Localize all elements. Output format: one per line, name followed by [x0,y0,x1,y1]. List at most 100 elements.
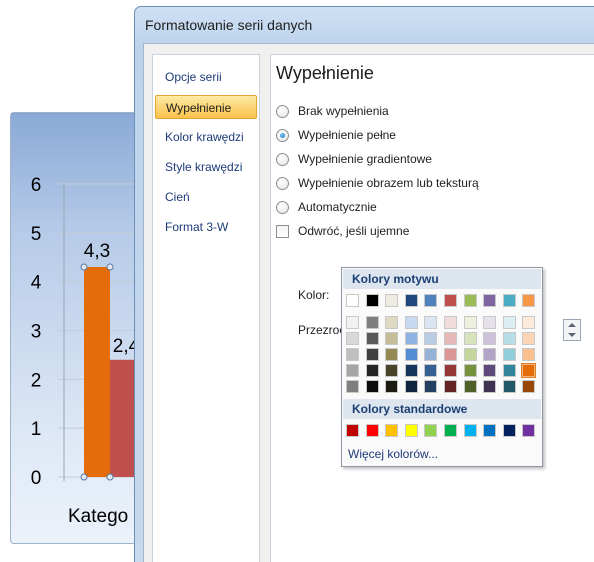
standard-color-swatch[interactable] [522,424,536,437]
theme-color-swatch[interactable] [522,294,536,307]
radio-button[interactable] [276,152,289,166]
theme-shade-swatch[interactable] [444,348,457,361]
theme-shade-swatch[interactable] [522,348,536,361]
format-series-dialog: Formatowanie serii danych Opcje serii Wyp… [134,6,594,562]
radio-button[interactable] [276,128,289,142]
standard-color-swatch[interactable] [365,424,379,437]
theme-shade-swatch[interactable] [385,364,399,377]
theme-shade-swatch[interactable] [385,380,399,393]
y-tick-label-5: 5 [31,224,42,245]
fill-radio-2[interactable]: Wypełnienie gradientowe [276,150,432,168]
fill-radio-4[interactable]: Automatycznie [276,198,377,216]
nav-item-0[interactable]: Opcje serii [165,70,222,84]
theme-shade-swatch[interactable] [346,348,359,361]
spin-up-icon[interactable] [568,323,576,327]
theme-shade-swatch[interactable] [346,316,359,329]
theme-shade-swatch[interactable] [365,316,379,329]
standard-color-swatch[interactable] [346,424,359,437]
more-colors-link[interactable]: Więcej kolorów... [348,447,439,461]
fill-radio-3[interactable]: Wypełnienie obrazem lub teksturą [276,174,479,192]
standard-color-swatch[interactable] [424,424,438,437]
theme-shade-swatch[interactable] [483,316,497,329]
nav-item-5[interactable]: Format 3-W [165,220,229,234]
checkbox[interactable] [276,224,289,238]
y-tick-label-3: 3 [31,322,42,343]
spin-down-icon[interactable] [568,333,576,337]
theme-shade-swatch[interactable] [444,364,457,377]
theme-shade-swatch[interactable] [502,332,516,345]
theme-shade-swatch[interactable] [522,332,536,345]
theme-color-swatch[interactable] [346,294,359,307]
theme-color-swatch[interactable] [502,294,516,307]
nav-item-1[interactable]: Wypełnienie [155,95,257,119]
theme-shade-swatch[interactable] [463,348,477,361]
standard-color-swatch[interactable] [444,424,457,437]
theme-shade-swatch[interactable] [502,364,516,377]
theme-shade-swatch[interactable] [444,380,457,393]
theme-color-swatch[interactable] [404,294,418,307]
theme-shade-swatch[interactable] [424,332,438,345]
theme-shade-swatch[interactable] [463,332,477,345]
theme-shade-swatch[interactable] [521,363,537,378]
theme-shade-swatch[interactable] [385,316,399,329]
standard-color-swatch[interactable] [385,424,399,437]
standard-color-swatch[interactable] [404,424,418,437]
theme-color-swatch[interactable] [463,294,477,307]
theme-shade-swatch[interactable] [365,380,379,393]
invert-checkbox-5[interactable]: Odwróć, jeśli ujemne [276,222,409,240]
theme-shade-swatch[interactable] [424,348,438,361]
fill-radio-0[interactable]: Brak wypełnienia [276,102,389,120]
theme-shade-swatch[interactable] [404,348,418,361]
radio-button[interactable] [276,200,289,214]
theme-shade-swatch[interactable] [444,316,457,329]
option-label: Wypełnienie gradientowe [298,152,432,166]
theme-shade-swatch[interactable] [404,316,418,329]
theme-shade-swatch[interactable] [463,316,477,329]
standard-color-swatch[interactable] [483,424,497,437]
option-label: Automatycznie [298,200,377,214]
theme-shade-swatch[interactable] [365,364,379,377]
nav-item-3[interactable]: Style krawędzi [165,160,243,174]
theme-shade-swatch[interactable] [424,316,438,329]
standard-color-swatch[interactable] [502,424,516,437]
theme-color-swatch[interactable] [385,294,399,307]
transparency-spinner[interactable] [563,319,581,341]
theme-shade-swatch[interactable] [404,364,418,377]
section-title: Wypełnienie [276,63,374,83]
standard-color-swatch[interactable] [463,424,477,437]
theme-shade-swatch[interactable] [483,332,497,345]
theme-color-swatch[interactable] [444,294,457,307]
theme-shade-swatch[interactable] [385,332,399,345]
theme-color-swatch[interactable] [483,294,497,307]
theme-shade-swatch[interactable] [483,348,497,361]
radio-button[interactable] [276,176,289,190]
theme-shade-swatch[interactable] [346,364,359,377]
radio-button[interactable] [276,104,289,118]
theme-shade-swatch[interactable] [424,380,438,393]
nav-item-4[interactable]: Cień [165,190,190,204]
theme-shade-swatch[interactable] [404,380,418,393]
nav-item-2[interactable]: Kolor krawędzi [165,130,244,144]
theme-shade-swatch[interactable] [346,332,359,345]
theme-shade-swatch[interactable] [365,332,379,345]
color-palette: Kolory motywu Kolory standardowe Więcej … [341,267,543,467]
theme-shade-swatch[interactable] [522,380,536,393]
theme-shade-swatch[interactable] [522,316,536,329]
theme-shade-swatch[interactable] [444,332,457,345]
theme-color-swatch[interactable] [365,294,379,307]
theme-shade-swatch[interactable] [483,364,497,377]
theme-shade-swatch[interactable] [424,364,438,377]
fill-radio-1[interactable]: Wypełnienie pełne [276,126,396,144]
theme-shade-swatch[interactable] [385,348,399,361]
theme-shade-swatch[interactable] [483,380,497,393]
theme-shade-swatch[interactable] [346,380,359,393]
theme-shade-swatch[interactable] [463,380,477,393]
theme-shade-swatch[interactable] [463,364,477,377]
theme-shade-swatch[interactable] [502,380,516,393]
theme-color-swatch[interactable] [424,294,438,307]
theme-shade-swatch[interactable] [502,348,516,361]
theme-shade-swatch[interactable] [502,316,516,329]
theme-shade-swatch[interactable] [365,348,379,361]
selection-handle-1 [106,263,114,271]
theme-shade-swatch[interactable] [404,332,418,345]
